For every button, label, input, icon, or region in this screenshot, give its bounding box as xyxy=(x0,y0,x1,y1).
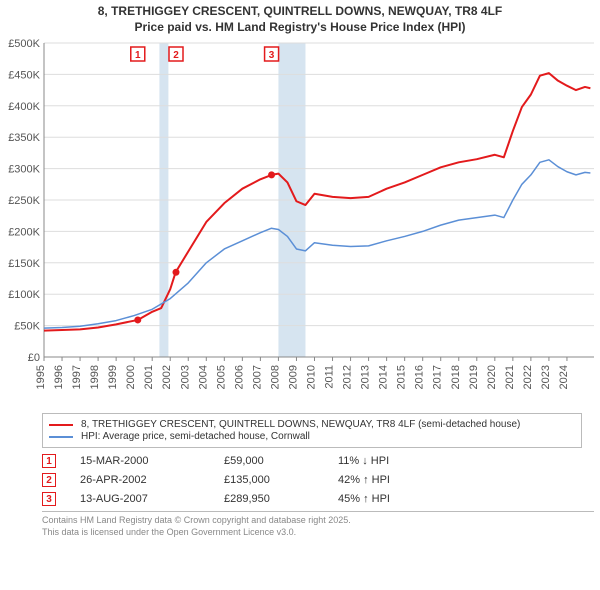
legend-swatch xyxy=(49,424,73,426)
x-tick-label: 1999 xyxy=(107,365,119,389)
x-tick-label: 2021 xyxy=(504,365,516,389)
chart-title: 8, TRETHIGGEY CRESCENT, QUINTRELL DOWNS,… xyxy=(0,0,600,37)
x-tick-label: 2004 xyxy=(197,365,209,389)
sale-marker-num: 1 xyxy=(135,50,141,61)
x-tick-label: 2002 xyxy=(161,365,173,389)
sale-date: 26-APR-2002 xyxy=(80,474,200,486)
sale-point xyxy=(134,317,141,324)
sale-diff: 11% ↓ HPI xyxy=(338,455,428,467)
title-line-1: 8, TRETHIGGEY CRESCENT, QUINTRELL DOWNS,… xyxy=(8,4,592,20)
x-tick-label: 2003 xyxy=(179,365,191,389)
x-tick-label: 1996 xyxy=(53,365,65,389)
sale-row: 2 26-APR-2002 £135,000 42% ↑ HPI xyxy=(42,473,582,487)
sale-diff: 45% ↑ HPI xyxy=(338,493,428,505)
y-tick-label: £150K xyxy=(8,258,40,270)
sale-price: £289,950 xyxy=(224,493,314,505)
x-tick-label: 2022 xyxy=(522,365,534,389)
y-tick-label: £300K xyxy=(8,164,40,176)
y-tick-label: £50K xyxy=(14,321,40,333)
x-tick-label: 2015 xyxy=(396,365,408,389)
y-tick-label: £100K xyxy=(8,289,40,301)
series-hpi xyxy=(44,160,590,328)
x-tick-label: 2001 xyxy=(143,365,155,389)
x-tick-label: 2009 xyxy=(287,365,299,389)
legend-row: HPI: Average price, semi-detached house,… xyxy=(49,431,575,442)
footer-line-1: Contains HM Land Registry data © Crown c… xyxy=(42,515,594,527)
legend-label: 8, TRETHIGGEY CRESCENT, QUINTRELL DOWNS,… xyxy=(81,419,520,430)
chart-container: 8, TRETHIGGEY CRESCENT, QUINTRELL DOWNS,… xyxy=(0,0,600,590)
sale-point xyxy=(173,269,180,276)
y-tick-label: £400K xyxy=(8,101,40,113)
x-tick-label: 2020 xyxy=(486,365,498,389)
legend-label: HPI: Average price, semi-detached house,… xyxy=(81,431,310,442)
x-tick-label: 2013 xyxy=(360,365,372,389)
sale-marker: 1 xyxy=(42,454,56,468)
y-tick-label: £450K xyxy=(8,70,40,82)
x-tick-label: 2016 xyxy=(414,365,426,389)
x-tick-label: 2018 xyxy=(450,365,462,389)
x-tick-label: 2024 xyxy=(558,365,570,389)
sale-diff: 42% ↑ HPI xyxy=(338,474,428,486)
sale-row: 3 13-AUG-2007 £289,950 45% ↑ HPI xyxy=(42,492,582,506)
sale-marker-num: 3 xyxy=(269,50,275,61)
y-tick-label: £250K xyxy=(8,195,40,207)
sale-marker: 2 xyxy=(42,473,56,487)
title-line-2: Price paid vs. HM Land Registry's House … xyxy=(8,20,592,36)
y-tick-label: £200K xyxy=(8,227,40,239)
x-tick-label: 2000 xyxy=(125,365,137,389)
sale-marker: 3 xyxy=(42,492,56,506)
x-tick-label: 2010 xyxy=(305,365,317,389)
x-tick-label: 2011 xyxy=(324,365,336,389)
series-property xyxy=(44,73,590,330)
x-tick-label: 2006 xyxy=(233,365,245,389)
sale-point xyxy=(268,172,275,179)
x-tick-label: 1995 xyxy=(35,365,47,389)
legend: 8, TRETHIGGEY CRESCENT, QUINTRELL DOWNS,… xyxy=(42,413,582,448)
footer-attribution: Contains HM Land Registry data © Crown c… xyxy=(42,511,594,538)
y-tick-label: £0 xyxy=(28,352,40,364)
chart-area: £0 £50K £100K £150K £200K £250K £300K £350K £400… xyxy=(4,37,596,407)
y-tick-label: £500K xyxy=(8,38,40,50)
legend-swatch xyxy=(49,436,73,438)
x-tick-label: 1998 xyxy=(89,365,101,389)
legend-row: 8, TRETHIGGEY CRESCENT, QUINTRELL DOWNS,… xyxy=(49,419,575,430)
x-tick-label: 2008 xyxy=(269,365,281,389)
sale-marker-num: 2 xyxy=(173,50,179,61)
x-tick-label: 2017 xyxy=(432,365,444,389)
sale-price: £59,000 xyxy=(224,455,314,467)
line-chart-svg: £0 £50K £100K £150K £200K £250K £300K £350K £400… xyxy=(4,37,596,407)
sales-table: 1 15-MAR-2000 £59,000 11% ↓ HPI 2 26-APR-2002… xyxy=(42,454,582,506)
sale-row: 1 15-MAR-2000 £59,000 11% ↓ HPI xyxy=(42,454,582,468)
y-tick-label: £350K xyxy=(8,132,40,144)
x-tick-label: 2019 xyxy=(468,365,480,389)
x-tick-label: 1997 xyxy=(71,365,83,389)
x-tick-label: 2012 xyxy=(342,365,354,389)
x-tick-label: 2014 xyxy=(378,365,390,389)
sale-date: 13-AUG-2007 xyxy=(80,493,200,505)
sale-date: 15-MAR-2000 xyxy=(80,455,200,467)
x-tick-label: 2023 xyxy=(540,365,552,389)
footer-line-2: This data is licensed under the Open Gov… xyxy=(42,527,594,539)
x-tick-label: 2007 xyxy=(251,365,263,389)
x-tick-label: 2005 xyxy=(215,365,227,389)
sale-price: £135,000 xyxy=(224,474,314,486)
